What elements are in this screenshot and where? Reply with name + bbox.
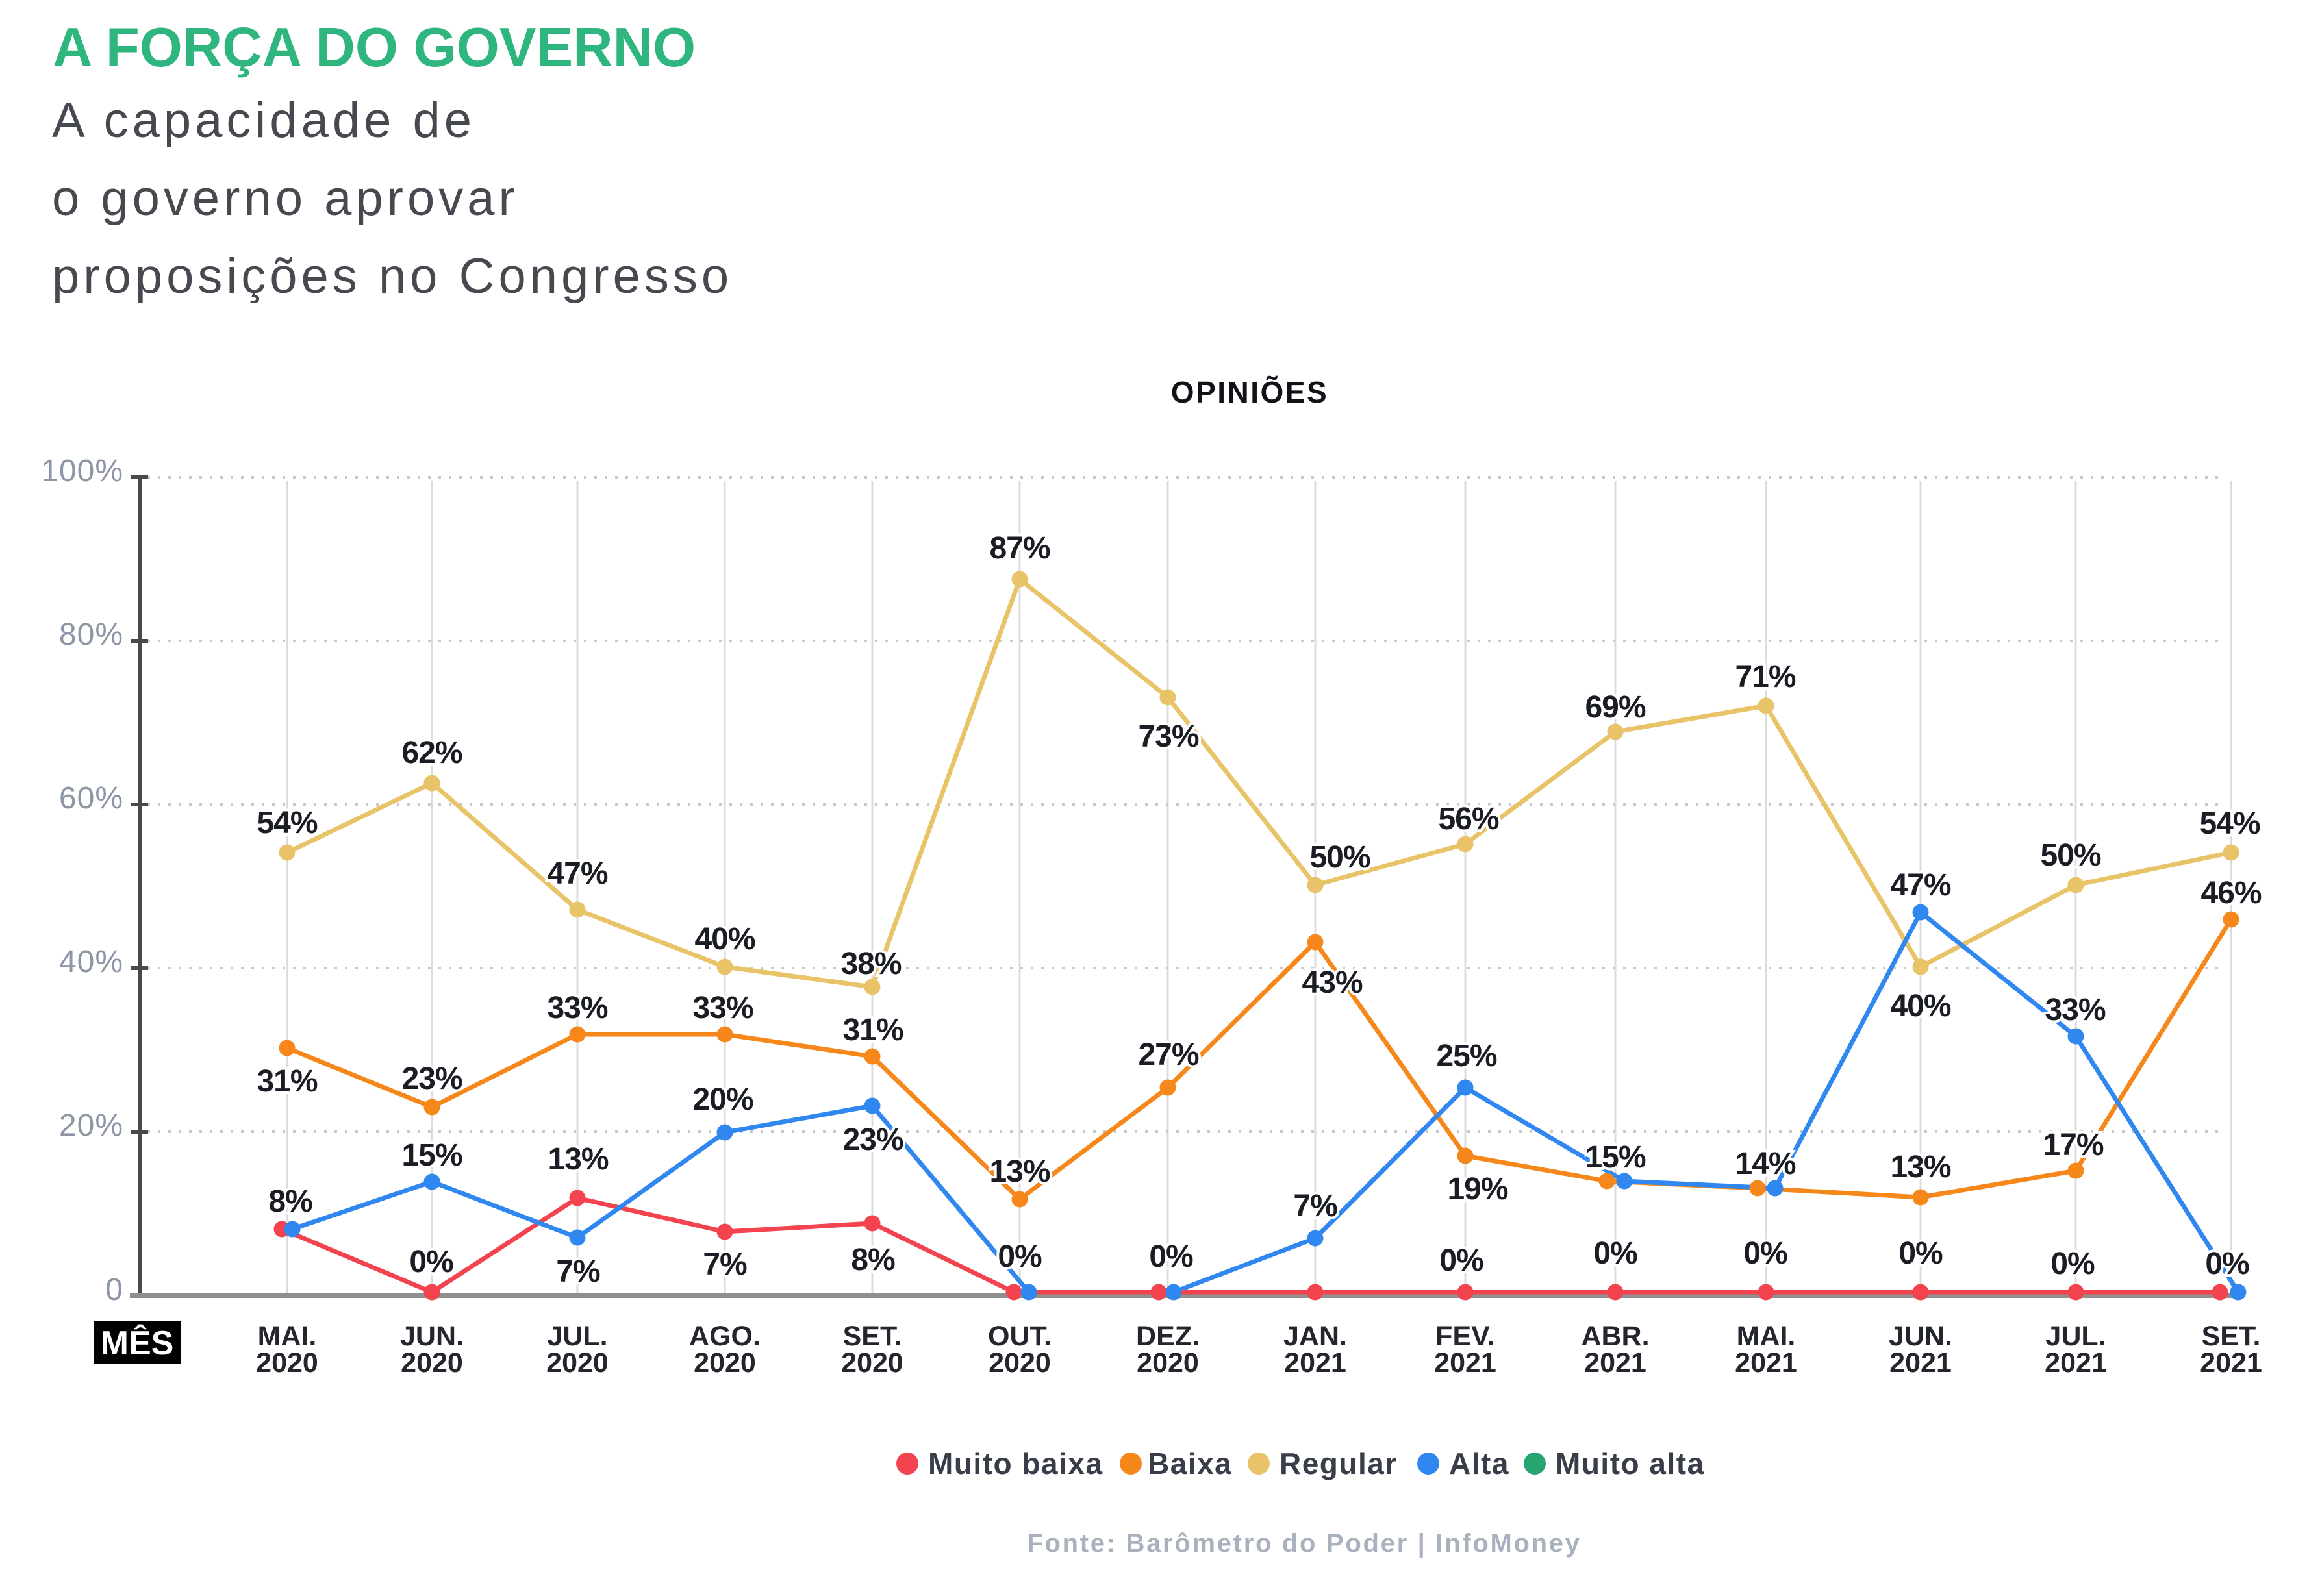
svg-text:2020: 2020: [694, 1347, 756, 1378]
svg-text:2021: 2021: [2045, 1347, 2107, 1378]
svg-text:2020: 2020: [401, 1347, 463, 1378]
svg-text:Muito alta: Muito alta: [1556, 1447, 1705, 1480]
svg-text:60%: 60%: [59, 781, 123, 816]
svg-text:Alta: Alta: [1449, 1447, 1509, 1480]
svg-text:MAI.: MAI.: [258, 1321, 317, 1352]
svg-text:62%: 62%: [401, 736, 462, 770]
svg-text:40%: 40%: [1890, 989, 1950, 1023]
svg-text:20%: 20%: [692, 1082, 753, 1117]
svg-text:47%: 47%: [547, 856, 607, 891]
svg-text:71%: 71%: [1735, 660, 1795, 694]
svg-text:2021: 2021: [1735, 1347, 1797, 1378]
svg-text:33%: 33%: [692, 991, 753, 1025]
svg-text:DEZ.: DEZ.: [1136, 1321, 1200, 1352]
svg-text:80%: 80%: [59, 617, 123, 652]
svg-text:A capacidade de: A capacidade de: [52, 93, 475, 148]
svg-text:73%: 73%: [1138, 719, 1198, 754]
svg-text:0%: 0%: [1743, 1236, 1787, 1271]
svg-text:43%: 43%: [1302, 966, 1362, 1000]
svg-text:SET.: SET.: [2202, 1321, 2261, 1352]
svg-text:14%: 14%: [1735, 1147, 1795, 1181]
svg-text:20%: 20%: [59, 1108, 123, 1143]
svg-text:40%: 40%: [59, 945, 123, 979]
svg-text:A FORÇA DO GOVERNO: A FORÇA DO GOVERNO: [53, 17, 696, 79]
svg-text:2020: 2020: [256, 1347, 318, 1378]
svg-text:46%: 46%: [2200, 876, 2261, 910]
svg-text:0%: 0%: [1439, 1243, 1483, 1278]
svg-text:7%: 7%: [703, 1247, 747, 1282]
svg-text:FEV.: FEV.: [1435, 1321, 1495, 1352]
svg-text:56%: 56%: [1438, 802, 1498, 836]
svg-text:31%: 31%: [842, 1013, 903, 1047]
svg-text:15%: 15%: [401, 1138, 462, 1173]
svg-text:31%: 31%: [257, 1064, 317, 1099]
svg-text:87%: 87%: [989, 531, 1050, 566]
svg-text:2021: 2021: [2200, 1347, 2262, 1378]
svg-text:JUN.: JUN.: [1889, 1321, 1952, 1352]
svg-text:2020: 2020: [989, 1347, 1051, 1378]
svg-text:2021: 2021: [1584, 1347, 1646, 1378]
svg-text:50%: 50%: [1309, 840, 1370, 875]
svg-text:0%: 0%: [998, 1240, 1042, 1274]
svg-text:o governo aprovar: o governo aprovar: [52, 171, 519, 226]
svg-text:2020: 2020: [1137, 1347, 1199, 1378]
svg-text:2020: 2020: [841, 1347, 903, 1378]
svg-text:JUL.: JUL.: [547, 1321, 607, 1352]
svg-text:7%: 7%: [556, 1254, 600, 1289]
svg-text:2021: 2021: [1434, 1347, 1496, 1378]
svg-text:40%: 40%: [694, 922, 755, 956]
svg-text:OUT.: OUT.: [988, 1321, 1052, 1352]
svg-text:Baixa: Baixa: [1148, 1447, 1232, 1480]
svg-text:2021: 2021: [1889, 1347, 1952, 1378]
svg-text:proposições no Congresso: proposições no Congresso: [52, 249, 733, 304]
svg-text:0: 0: [105, 1273, 123, 1307]
svg-text:2020: 2020: [546, 1347, 609, 1378]
svg-text:8%: 8%: [851, 1243, 895, 1277]
svg-text:Regular: Regular: [1280, 1447, 1398, 1480]
svg-text:13%: 13%: [989, 1154, 1050, 1189]
svg-text:8%: 8%: [268, 1184, 312, 1219]
svg-text:23%: 23%: [842, 1123, 903, 1157]
svg-text:JUN.: JUN.: [400, 1321, 464, 1352]
svg-text:54%: 54%: [2199, 806, 2260, 841]
svg-text:33%: 33%: [547, 991, 607, 1025]
svg-text:47%: 47%: [1890, 868, 1950, 903]
svg-text:ABR.: ABR.: [1581, 1321, 1649, 1352]
svg-text:0%: 0%: [1593, 1236, 1637, 1271]
svg-text:AGO.: AGO.: [689, 1321, 761, 1352]
svg-text:2021: 2021: [1284, 1347, 1346, 1378]
svg-text:JAN.: JAN.: [1283, 1321, 1347, 1352]
svg-text:50%: 50%: [2040, 838, 2100, 873]
svg-text:Fonte: Barômetro do Poder | In: Fonte: Barômetro do Poder | InfoMoney: [1027, 1529, 1581, 1558]
svg-text:MAI.: MAI.: [1737, 1321, 1796, 1352]
svg-text:100%: 100%: [41, 454, 123, 488]
svg-text:0%: 0%: [409, 1245, 453, 1279]
svg-text:33%: 33%: [2045, 993, 2105, 1027]
svg-text:13%: 13%: [548, 1142, 608, 1177]
svg-text:69%: 69%: [1585, 690, 1645, 725]
svg-text:Muito baixa: Muito baixa: [928, 1447, 1103, 1480]
svg-text:0%: 0%: [2205, 1247, 2249, 1281]
svg-text:17%: 17%: [2043, 1128, 2103, 1162]
svg-text:0%: 0%: [1149, 1240, 1193, 1274]
svg-text:54%: 54%: [257, 806, 317, 840]
svg-text:0%: 0%: [2050, 1247, 2095, 1281]
svg-text:13%: 13%: [1890, 1150, 1950, 1184]
svg-text:38%: 38%: [840, 947, 901, 981]
svg-text:MÊS: MÊS: [101, 1324, 174, 1362]
svg-text:OPINIÕES: OPINIÕES: [1171, 375, 1328, 409]
svg-text:SET.: SET.: [843, 1321, 902, 1352]
svg-text:19%: 19%: [1447, 1172, 1507, 1206]
svg-text:7%: 7%: [1293, 1189, 1337, 1223]
svg-text:JUL.: JUL.: [2045, 1321, 2106, 1352]
svg-text:0%: 0%: [1898, 1236, 1943, 1271]
svg-text:25%: 25%: [1436, 1039, 1496, 1073]
svg-text:23%: 23%: [401, 1062, 462, 1096]
svg-text:15%: 15%: [1585, 1140, 1645, 1175]
svg-text:27%: 27%: [1138, 1038, 1198, 1072]
